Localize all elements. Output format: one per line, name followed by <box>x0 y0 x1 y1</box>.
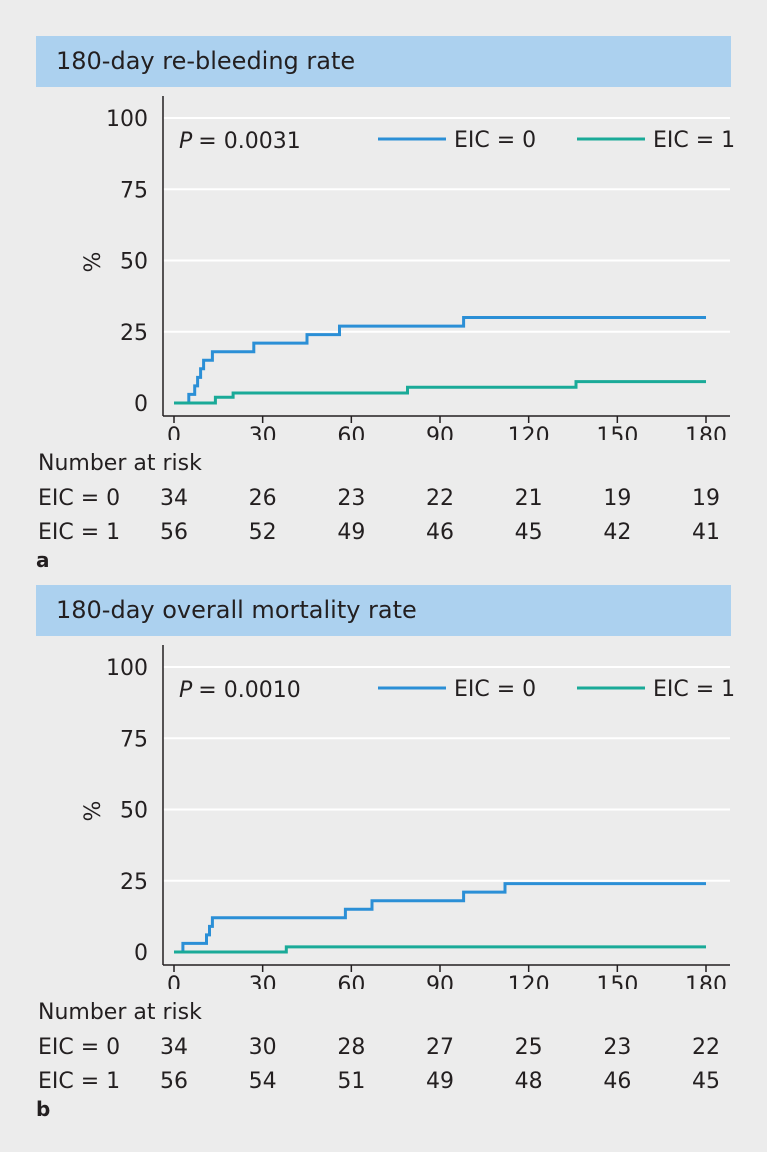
p-value: P = 0.0010 <box>179 678 301 703</box>
risk-row-label: EIC = 0 <box>38 1035 121 1060</box>
risk-row-eic0: EIC = 0 34 26 23 22 21 19 19 <box>0 486 767 516</box>
risk-value: 42 <box>603 520 632 545</box>
risk-value: 34 <box>160 1035 188 1060</box>
risk-value: 46 <box>426 520 454 545</box>
chart-title: 180-day overall mortality rate <box>36 585 731 636</box>
plot-area <box>163 645 730 965</box>
p-value-number: = 0.0031 <box>198 129 300 154</box>
risk-value: 34 <box>160 486 188 511</box>
x-tick-label: 0 <box>167 973 181 989</box>
risk-value: 45 <box>692 1069 720 1094</box>
x-tick-label: 60 <box>337 973 365 989</box>
legend-label: EIC = 1 <box>653 128 735 153</box>
panel-a: 180-day re-bleeding rate 0 25 50 75 100 0 30 60… <box>0 0 767 575</box>
risk-table-title: Number at risk <box>38 451 202 476</box>
y-tick-label: 100 <box>106 107 148 132</box>
y-tick-label: 75 <box>120 178 148 203</box>
x-tick-label: 180 <box>685 424 727 440</box>
risk-value: 23 <box>337 486 366 511</box>
risk-value: 30 <box>248 1035 277 1060</box>
legend-label: EIC = 1 <box>653 677 735 702</box>
x-tick-label: 180 <box>685 973 727 989</box>
risk-value: 25 <box>514 1035 543 1060</box>
x-tick-label: 60 <box>337 424 365 440</box>
x-tick-label: 120 <box>508 973 550 989</box>
risk-value: 54 <box>248 1069 277 1094</box>
risk-row-label: EIC = 1 <box>38 1069 121 1094</box>
risk-value: 19 <box>603 486 632 511</box>
x-tick-label: 90 <box>426 973 454 989</box>
p-value-number: = 0.0010 <box>198 678 300 703</box>
series-line <box>174 380 706 405</box>
risk-value: 49 <box>426 1069 454 1094</box>
risk-row-eic1: EIC = 1 56 52 49 46 45 42 41 <box>0 520 767 550</box>
x-tick-label: 30 <box>249 424 277 440</box>
risk-row-label: EIC = 0 <box>38 486 121 511</box>
y-tick-label: 0 <box>134 392 148 417</box>
panel-b: 180-day overall mortality rate 0 25 50 75 10… <box>0 549 767 1149</box>
legend-label: EIC = 0 <box>454 677 536 702</box>
risk-value: 19 <box>692 486 720 511</box>
p-value-letter: P <box>179 678 193 703</box>
risk-value: 48 <box>514 1069 543 1094</box>
risk-value: 56 <box>160 520 188 545</box>
risk-value: 26 <box>248 486 277 511</box>
y-tick-label: 50 <box>120 250 148 275</box>
risk-value: 28 <box>337 1035 366 1060</box>
panel-label: b <box>36 1097 51 1121</box>
legend-label: EIC = 0 <box>454 128 536 153</box>
x-tick-label: 0 <box>167 424 181 440</box>
risk-value: 45 <box>514 520 543 545</box>
risk-value: 22 <box>692 1035 720 1060</box>
risk-value: 41 <box>692 520 720 545</box>
series-line <box>174 316 706 405</box>
risk-value: 27 <box>426 1035 454 1060</box>
x-tick-label: 150 <box>596 424 638 440</box>
x-tick-label: 120 <box>508 424 550 440</box>
y-tick-label: 100 <box>106 656 148 681</box>
km-chart-a: 02550751000306090120150180days%P= 0.0031… <box>81 96 735 440</box>
km-chart-b: 02550751000306090120150180days%P= 0.0010… <box>81 645 735 989</box>
risk-table-title: Number at risk <box>38 1000 202 1025</box>
series-line <box>174 882 706 954</box>
risk-value: 49 <box>337 520 366 545</box>
risk-value: 22 <box>426 486 454 511</box>
x-tick-label: 90 <box>426 424 454 440</box>
y-tick-label: 25 <box>120 870 148 895</box>
plot-area <box>163 96 730 416</box>
risk-value: 23 <box>603 1035 632 1060</box>
risk-value: 52 <box>248 520 277 545</box>
panel-label: a <box>36 548 50 572</box>
p-value-letter: P <box>179 129 193 154</box>
x-tick-label: 150 <box>596 973 638 989</box>
risk-value: 21 <box>514 486 543 511</box>
chart-title: 180-day re-bleeding rate <box>36 36 731 87</box>
y-tick-label: 75 <box>120 727 148 752</box>
y-axis-label: % <box>81 252 106 273</box>
risk-row-eic1: EIC = 1 56 54 51 49 48 46 45 <box>0 1069 767 1099</box>
y-tick-label: 50 <box>120 799 148 824</box>
risk-row-label: EIC = 1 <box>38 520 121 545</box>
p-value: P = 0.0031 <box>179 129 301 154</box>
risk-value: 51 <box>337 1069 366 1094</box>
risk-row-eic0: EIC = 0 34 30 28 27 25 23 22 <box>0 1035 767 1065</box>
risk-value: 56 <box>160 1069 188 1094</box>
y-axis-label: % <box>81 801 106 822</box>
y-tick-label: 0 <box>134 941 148 966</box>
series-line <box>174 945 706 954</box>
y-tick-label: 25 <box>120 321 148 346</box>
x-tick-label: 30 <box>249 973 277 989</box>
risk-value: 46 <box>603 1069 632 1094</box>
